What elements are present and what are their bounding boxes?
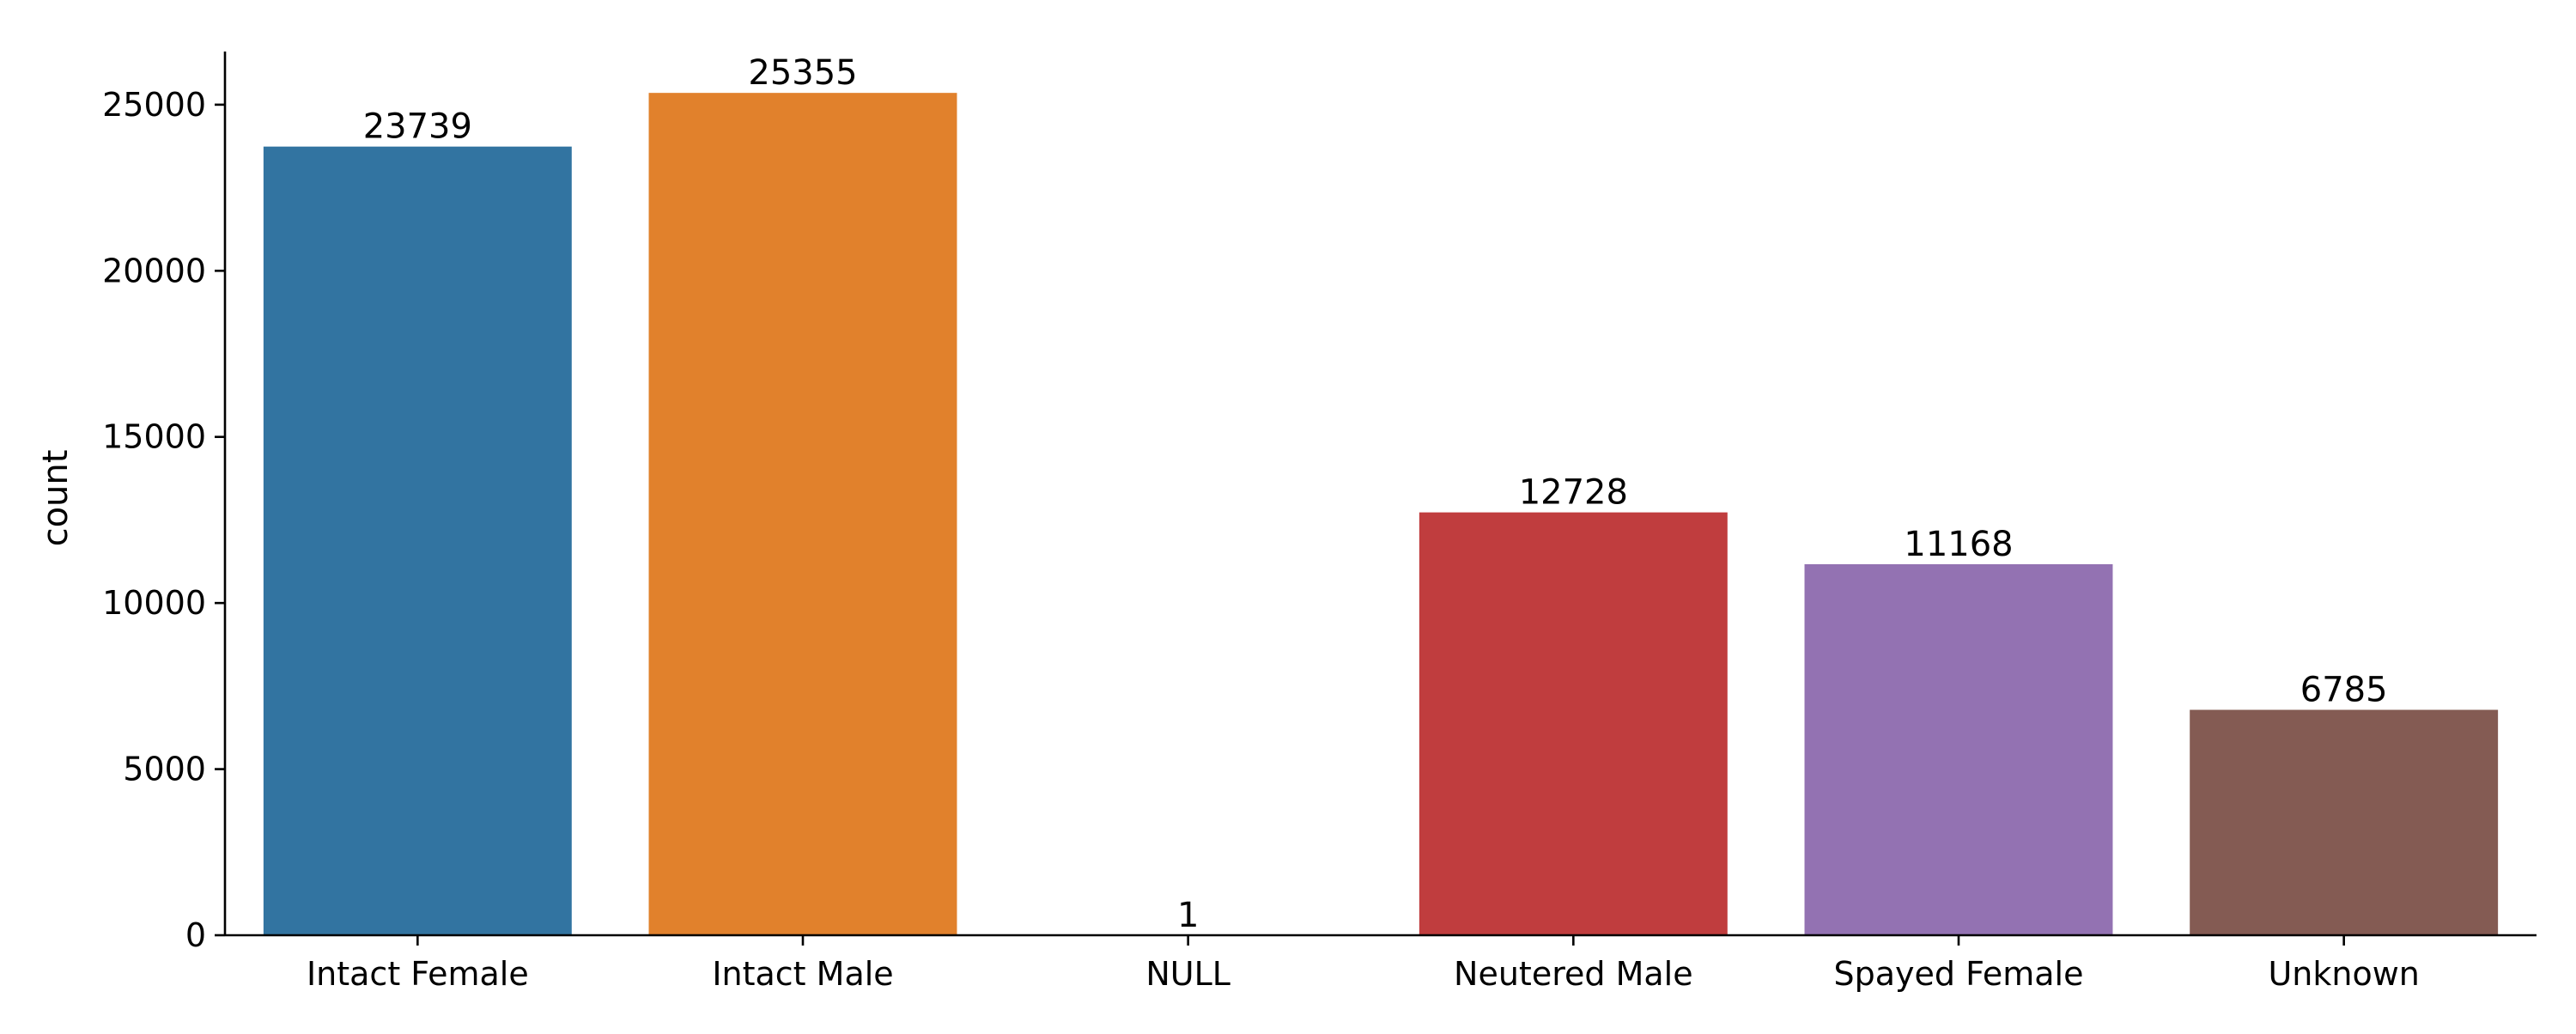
data-label-0: 23739 xyxy=(363,107,472,147)
data-label-5: 6785 xyxy=(2300,671,2388,710)
bar-0 xyxy=(264,147,572,935)
bar-4 xyxy=(1805,564,2113,935)
x-tick-label-1: Intact Male xyxy=(712,955,893,993)
y-tick-label-2: 10000 xyxy=(102,584,206,622)
data-label-4: 11168 xyxy=(1904,525,2013,564)
y-tick-label-0: 0 xyxy=(185,916,206,954)
bars-layer xyxy=(264,93,2498,935)
x-tick-label-3: Neutered Male xyxy=(1454,955,1693,993)
x-tick-label-0: Intact Female xyxy=(307,955,529,993)
y-tick-label-1: 5000 xyxy=(123,751,206,788)
y-tick-label-4: 20000 xyxy=(102,252,206,289)
y-axis-title: count xyxy=(36,450,76,547)
y-axis: 0 5000 10000 15000 20000 25000 xyxy=(102,52,225,954)
data-label-2: 1 xyxy=(1177,896,1199,935)
y-tick-label-5: 25000 xyxy=(102,86,206,124)
data-label-3: 12728 xyxy=(1519,473,1628,513)
bar-5 xyxy=(2190,710,2498,935)
x-axis: Intact Female Intact Male NULL Neutered Mal… xyxy=(225,935,2537,993)
bar-3 xyxy=(1419,513,1728,935)
x-tick-label-4: Spayed Female xyxy=(1834,955,2084,993)
x-tick-label-2: NULL xyxy=(1145,955,1230,993)
y-tick-label-3: 15000 xyxy=(102,418,206,456)
data-label-1: 25355 xyxy=(748,53,857,93)
x-tick-label-5: Unknown xyxy=(2268,955,2419,993)
bar-1 xyxy=(649,93,957,935)
